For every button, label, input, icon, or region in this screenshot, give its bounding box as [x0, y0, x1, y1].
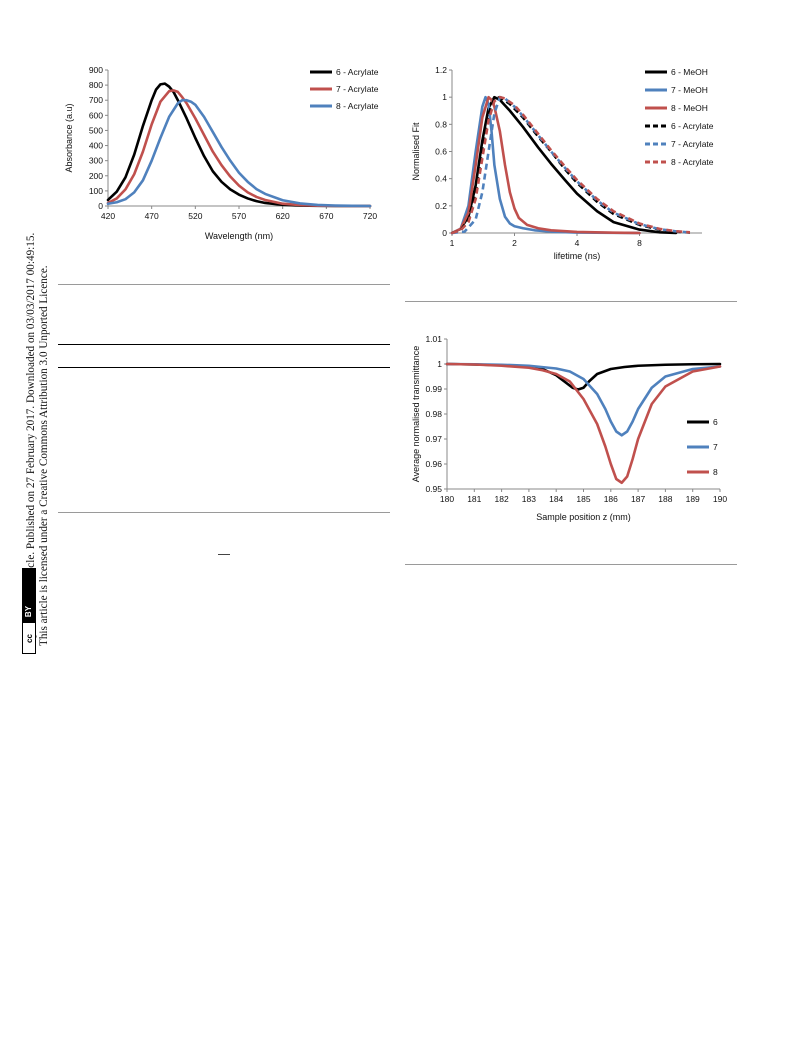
y-tick-label: 600: [89, 110, 103, 120]
y-tick-label: 1: [437, 359, 442, 369]
legend-entry: 6 - Acrylate: [336, 67, 379, 77]
license-line: This article is licensed under a Creativ…: [38, 265, 50, 646]
table-header-rule: [58, 367, 390, 368]
x-axis-label: lifetime (ns): [554, 251, 601, 261]
table-top-rule: [58, 344, 390, 345]
series-line-2: [445, 362, 722, 437]
cc-badge-label: cc: [23, 623, 35, 653]
figure-rule-right-bottom: [405, 564, 737, 565]
x-tick-label: 190: [713, 494, 727, 504]
x-tick-label: 181: [467, 494, 481, 504]
transmittance-chart: 0.95 0.96 0.97 0.98 0.99 1 1.01 180 181 182 183 184…: [411, 334, 727, 522]
y-tick-label: 1.01: [425, 334, 442, 344]
y-axis-label: Normalised Fit: [411, 122, 421, 181]
x-tick-label: 185: [576, 494, 590, 504]
x-tick-label: 520: [188, 211, 202, 221]
x-tick-label: 187: [631, 494, 645, 504]
published-line: Open Access Article. Published on 27 Feb…: [25, 232, 37, 646]
series-line-2: [450, 95, 641, 235]
figure-rule-right-top: [405, 301, 737, 302]
y-tick-label: 0.99: [425, 384, 442, 394]
license-text: Open Access Article. Published on 27 Feb…: [25, 6, 51, 646]
x-tick-label: 183: [522, 494, 536, 504]
y-tick-label: 1: [442, 92, 447, 102]
y-tick-label: 1.2: [435, 65, 447, 75]
y-tick-label: 0: [98, 201, 103, 211]
license-sidebar: Open Access Article. Published on 27 Feb…: [0, 0, 50, 660]
y-tick-label: 200: [89, 171, 103, 181]
legend-entry: 8 - Acrylate: [671, 157, 714, 167]
x-axis-label: Sample position z (mm): [536, 512, 631, 522]
figure-rule-left: [58, 284, 390, 285]
x-tick-label: 670: [319, 211, 333, 221]
y-tick-label: 500: [89, 125, 103, 135]
series-line-1: [450, 95, 678, 235]
x-tick-label: 4: [575, 238, 580, 248]
y-tick-label: 0.95: [425, 484, 442, 494]
y-tick-label: 0.97: [425, 434, 442, 444]
fraction-bar: [218, 554, 230, 555]
y-tick-label: 300: [89, 156, 103, 166]
x-tick-label: 420: [101, 211, 115, 221]
legend-entry: 6 - Acrylate: [671, 121, 714, 131]
x-tick-label: 182: [495, 494, 509, 504]
y-axis-label: Average normalised transmittance: [411, 346, 421, 482]
y-tick-label: 0.6: [435, 147, 447, 157]
x-tick-label: 188: [658, 494, 672, 504]
legend-entry: 7 - Acrylate: [671, 139, 714, 149]
y-axis-label: Absorbance (a.u): [64, 103, 74, 172]
legend-entry: 7: [713, 442, 718, 452]
y-tick-label: 0: [442, 228, 447, 238]
series-line-3: [106, 98, 372, 208]
legend-entry: 7 - MeOH: [671, 85, 708, 95]
x-tick-label: 8: [637, 238, 642, 248]
series-line-6: [451, 95, 691, 235]
legend-entry: 8: [713, 467, 718, 477]
y-tick-label: 800: [89, 80, 103, 90]
x-tick-label: 470: [145, 211, 159, 221]
x-tick-label: 184: [549, 494, 563, 504]
x-tick-label: 570: [232, 211, 246, 221]
series-line-2: [106, 89, 372, 208]
y-tick-label: 700: [89, 95, 103, 105]
x-tick-label: 189: [686, 494, 700, 504]
y-tick-label: 0.98: [425, 409, 442, 419]
series-line-4: [451, 95, 691, 235]
legend-entry: 8 - Acrylate: [336, 101, 379, 111]
series-line-3: [450, 95, 641, 235]
y-tick-label: 0.2: [435, 201, 447, 211]
x-tick-label: 2: [512, 238, 517, 248]
absorbance-chart: 0 100 200 300 400 500 600 700 800 900 420 470 520 570…: [64, 65, 379, 241]
legend-entry: 8 - MeOH: [671, 103, 708, 113]
lifetime-chart: 0 0.2 0.4 0.6 0.8 1 1.2 1 2 4 8 lifetime (ns) Normal…: [411, 65, 714, 261]
y-tick-label: 400: [89, 141, 103, 151]
y-tick-label: 0.4: [435, 174, 447, 184]
y-tick-label: 0.96: [425, 459, 442, 469]
x-tick-label: 186: [604, 494, 618, 504]
x-tick-label: 620: [276, 211, 290, 221]
series-line-3: [445, 362, 722, 485]
legend-entry: 7 - Acrylate: [336, 84, 379, 94]
x-tick-label: 720: [363, 211, 377, 221]
x-axis-label: Wavelength (nm): [205, 231, 273, 241]
legend-entry: 6: [713, 417, 718, 427]
legend-entry: 6 - MeOH: [671, 67, 708, 77]
x-tick-label: 180: [440, 494, 454, 504]
creative-commons-icon[interactable]: BY cc: [22, 568, 36, 654]
series-line-5: [451, 95, 691, 235]
x-tick-label: 1: [450, 238, 455, 248]
y-tick-label: 900: [89, 65, 103, 75]
y-tick-label: 100: [89, 186, 103, 196]
y-tick-label: 0.8: [435, 119, 447, 129]
by-badge-label: BY: [24, 605, 34, 617]
table-bottom-rule: [58, 512, 390, 513]
series-line-1: [106, 82, 372, 208]
series-line-1: [445, 362, 722, 391]
